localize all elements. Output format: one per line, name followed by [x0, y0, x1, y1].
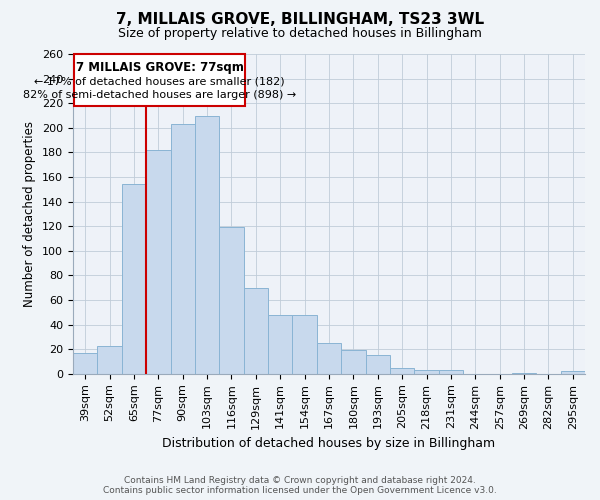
Text: 7, MILLAIS GROVE, BILLINGHAM, TS23 3WL: 7, MILLAIS GROVE, BILLINGHAM, TS23 3WL — [116, 12, 484, 28]
X-axis label: Distribution of detached houses by size in Billingham: Distribution of detached houses by size … — [163, 437, 496, 450]
Bar — [560, 372, 585, 374]
Bar — [195, 116, 219, 374]
Y-axis label: Number of detached properties: Number of detached properties — [23, 121, 37, 307]
Text: 7 MILLAIS GROVE: 77sqm: 7 MILLAIS GROVE: 77sqm — [76, 62, 244, 74]
Bar — [341, 350, 365, 374]
Text: 82% of semi-detached houses are larger (898) →: 82% of semi-detached houses are larger (… — [23, 90, 296, 100]
Bar — [390, 368, 415, 374]
Bar — [365, 356, 390, 374]
Bar — [97, 346, 122, 374]
Bar — [244, 288, 268, 374]
Bar — [219, 228, 244, 374]
Bar — [170, 124, 195, 374]
Bar — [292, 315, 317, 374]
Bar — [268, 315, 292, 374]
Bar — [317, 343, 341, 374]
Bar — [512, 372, 536, 374]
FancyBboxPatch shape — [74, 54, 245, 106]
Text: Size of property relative to detached houses in Billingham: Size of property relative to detached ho… — [118, 28, 482, 40]
Bar — [415, 370, 439, 374]
Bar — [146, 150, 170, 374]
Text: Contains HM Land Registry data © Crown copyright and database right 2024.
Contai: Contains HM Land Registry data © Crown c… — [103, 476, 497, 495]
Bar — [73, 353, 97, 374]
Bar — [122, 184, 146, 374]
Bar — [439, 370, 463, 374]
Text: ← 17% of detached houses are smaller (182): ← 17% of detached houses are smaller (18… — [34, 76, 285, 86]
